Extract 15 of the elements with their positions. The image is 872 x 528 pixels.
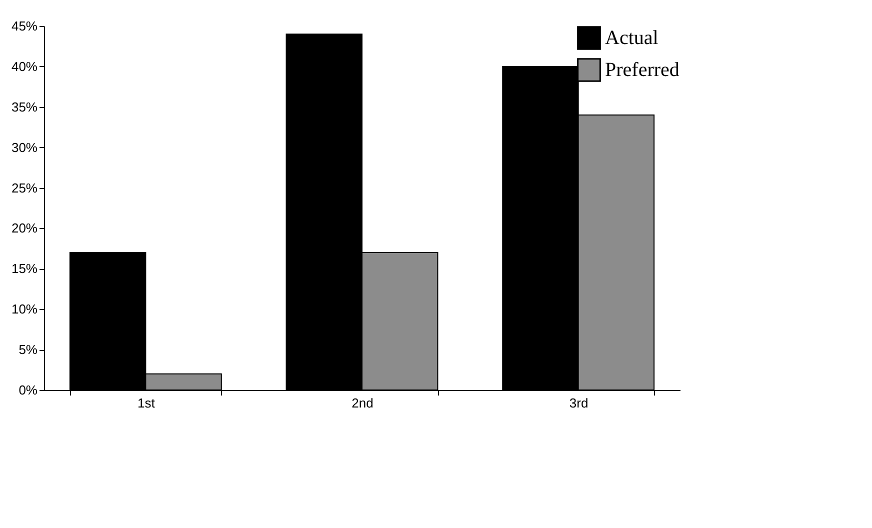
y-tick-label: 0% [18, 382, 38, 398]
legend-label: Preferred [605, 59, 680, 81]
y-tick-label: 40% [11, 58, 38, 74]
y-tick-label: 45% [11, 18, 38, 34]
y-tick-label: 15% [11, 261, 38, 276]
y-tick-label: 35% [11, 99, 38, 114]
y-tick-label: 20% [11, 220, 38, 236]
y-tick-label: 25% [11, 180, 38, 196]
y-tick-label: 10% [11, 302, 38, 317]
x-tick-label: 1st [138, 396, 156, 410]
x-tick-label: 2nd [352, 396, 374, 410]
y-tick-label: 5% [18, 342, 38, 358]
x-tick-label: 3rd [569, 396, 588, 410]
legend-label: Actual [605, 27, 659, 49]
y-tick-label: 30% [11, 140, 38, 155]
